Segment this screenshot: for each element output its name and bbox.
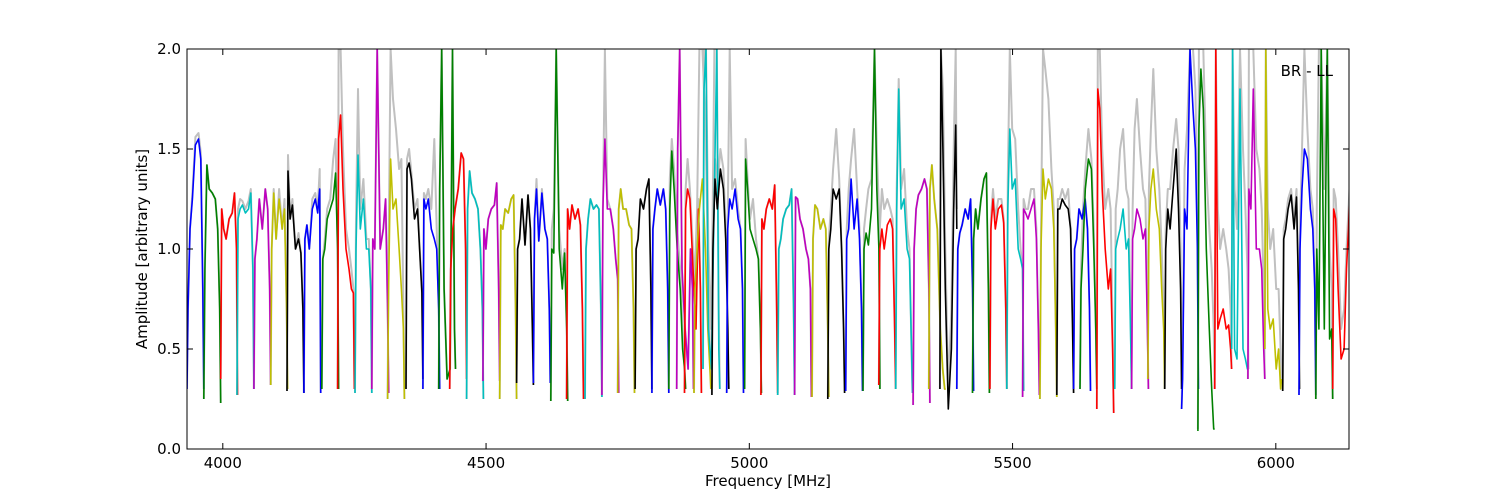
unflagged-window-line [1331, 188, 1349, 390]
spectral-window-line [1315, 49, 1334, 400]
spectral-window-line [1281, 194, 1301, 392]
y-tick-label: 0.0 [157, 440, 181, 458]
spectral-window-line [725, 188, 745, 394]
x-tick-label: 4000 [204, 454, 242, 472]
spectral-window-line [844, 178, 864, 392]
spectral-window-line [651, 188, 670, 394]
unflagged-window-line [1163, 118, 1183, 390]
spectral-window-line [1331, 198, 1349, 390]
y-tick-label: 2.0 [157, 40, 181, 58]
spectral-window-line [1021, 198, 1041, 398]
spectral-window-line [371, 49, 390, 394]
spectral-window-line [912, 178, 931, 406]
spectral-window-line [811, 204, 830, 398]
x-tick-label: 5000 [730, 454, 768, 472]
x-tick-label: 6000 [1257, 454, 1295, 472]
spectral-window-line [956, 198, 975, 392]
spectral-window-line [776, 188, 796, 396]
legend-label: BR - LL [1281, 62, 1334, 80]
spectral-window-line [1072, 198, 1092, 392]
spectral-window-line [422, 198, 441, 390]
spectral-window-line [971, 172, 991, 394]
spectral-window-line [601, 138, 620, 396]
spectral-window-line [1264, 49, 1283, 390]
spectral-window-line [894, 88, 914, 394]
unflagged-window-line [1095, 49, 1115, 414]
spectral-window-line [683, 188, 703, 394]
spectral-window-line [1039, 168, 1058, 400]
unflagged-window-line [1146, 68, 1166, 390]
spectral-window-line [693, 178, 712, 394]
spectral-window-line [1163, 148, 1183, 390]
spectral-window-line [269, 192, 289, 390]
spectral-window-line [1247, 88, 1266, 380]
unflagged-window-line [1246, 49, 1266, 380]
spectral-window-line [939, 49, 958, 410]
y-tick-label: 0.5 [157, 340, 181, 358]
spectral-window-line [1079, 158, 1098, 390]
x-tick-label: 4500 [467, 454, 505, 472]
y-tick-label: 1.0 [157, 240, 181, 258]
spectral-window-line [532, 188, 552, 384]
spectral-window-line [1096, 88, 1115, 414]
unflagged-window-line [1314, 49, 1334, 400]
spectral-window-line [236, 192, 255, 396]
spectral-window-line [1113, 208, 1133, 390]
spectral-window-line [1213, 49, 1233, 390]
spectral-window-line [1298, 148, 1317, 396]
spectral-window-line [634, 178, 653, 390]
spectral-window-line [989, 198, 1008, 390]
spectral-window-line [286, 170, 305, 394]
spectral-window-line [827, 188, 846, 400]
spectral-window-line [515, 194, 535, 386]
spectral-window-line [1197, 68, 1215, 432]
x-tick-label: 5500 [993, 454, 1031, 472]
spectral-window-line [253, 188, 272, 390]
spectral-window-line [354, 154, 373, 394]
spectral-window-line [584, 198, 603, 400]
spectral-window-line [1147, 168, 1166, 390]
spectral-window-line [386, 158, 406, 400]
spectral-window-line [565, 204, 585, 400]
y-axis-label: Amplitude [arbitrary units] [133, 149, 151, 349]
spectral-window-line [1006, 128, 1025, 392]
spectral-window-line [498, 194, 518, 400]
spectral-window-line [219, 192, 239, 396]
spectral-window-line [303, 188, 322, 394]
plot-background [187, 49, 1349, 449]
spectral-window-line [927, 164, 946, 390]
spectral-window-line [793, 196, 813, 398]
spectral-window-line [760, 184, 779, 396]
unflagged-window-line [693, 49, 712, 394]
x-axis-label: Frequency [MHz] [705, 472, 831, 490]
spectral-window-line [465, 170, 485, 400]
spectral-window-line [187, 138, 205, 390]
spectral-window-line [862, 49, 881, 392]
spectral-window-line [1056, 198, 1075, 396]
spectral-window-line [1130, 208, 1150, 390]
spectral-window-line [743, 158, 763, 394]
spectral-window-line [336, 114, 356, 390]
spectral-window-line [203, 164, 222, 404]
ticks-layer: 4000 4500 5000 5500 6000 0.0 0.5 1.0 1.5 2.0 [157, 40, 1349, 472]
spectral-window-line [321, 172, 340, 390]
spectral-window-line [448, 152, 468, 390]
unflagged-window-line [1196, 49, 1216, 430]
spectral-window-line [1230, 49, 1249, 370]
unflagged-window-line [336, 49, 356, 390]
spectral-window-line [878, 218, 897, 390]
spectral-window-line [482, 182, 501, 382]
spectral-window-line [1180, 49, 1200, 410]
spectral-window-line [437, 49, 457, 390]
unflagged-window-line [386, 49, 406, 400]
series-layer [187, 49, 1349, 432]
spectral-window-line [405, 162, 424, 390]
spectral-window-line [616, 188, 636, 394]
spectral-window-line [550, 49, 569, 402]
y-tick-label: 1.5 [157, 140, 181, 158]
